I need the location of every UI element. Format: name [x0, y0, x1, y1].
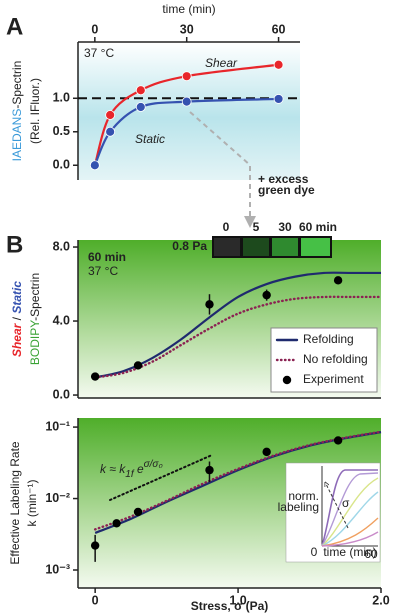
formula-part: σ/σ₀: [144, 459, 163, 470]
panel-label: B: [6, 231, 23, 258]
inset-curve: [321, 472, 379, 547]
series-label: Shear: [205, 56, 238, 70]
inset-arrow-label: σ: [342, 496, 350, 510]
annotation: 60 min: [88, 250, 126, 264]
x-tick-label: 0: [91, 22, 98, 36]
legend-label: Experiment: [303, 372, 364, 386]
y-tick-label: 10⁻¹: [45, 419, 70, 433]
x-tick-label: 1.0: [229, 593, 246, 607]
inset-y-label: labeling: [278, 500, 319, 514]
x-tick-label: 0: [92, 593, 99, 607]
inset-x-start: 0: [311, 545, 318, 559]
inset-arrow: [326, 484, 349, 529]
x-axis-title: time (min): [162, 2, 215, 16]
inset-y-label: norm.: [288, 489, 319, 503]
data-point: [105, 126, 116, 137]
data-point: [90, 372, 100, 381]
data-point: [273, 59, 284, 70]
y-axis-title: IAEDANS-Spectrin: [10, 61, 24, 162]
legend-swatch: [282, 375, 292, 385]
y-tick-label: 8.0: [53, 239, 70, 253]
y-axis-title-part: Static: [10, 281, 24, 314]
gel-lane: [301, 238, 330, 256]
y-axis-title: (Rel. IFluor.): [28, 78, 42, 144]
y-tick-label: 0.0: [53, 158, 70, 172]
gel-lane: [214, 238, 240, 256]
panel-label: A: [6, 13, 23, 40]
y-axis-title-part: BODIPY: [28, 320, 42, 365]
formula-part: k ≈ k: [100, 462, 126, 476]
formula-part: e: [134, 462, 144, 476]
y-axis-title-part: Shear: [10, 322, 24, 357]
x-tick-label: 2.0: [372, 593, 389, 607]
y-axis-title: Effective Labeling Rate: [8, 441, 22, 565]
inset-curve: [321, 531, 379, 547]
arrow-note: green dye: [258, 183, 315, 197]
gel-lane-label: 0: [223, 220, 230, 234]
inset-curve: [321, 517, 379, 547]
x-tick-label: 60: [272, 22, 286, 36]
y-axis-title: k (min⁻¹): [25, 480, 39, 527]
formula-part: 1f: [125, 469, 135, 480]
legend-label: No refolding: [303, 352, 368, 366]
inset-curve: [321, 477, 379, 547]
data-point: [262, 290, 271, 300]
gel-lane: [243, 238, 269, 256]
data-point: [333, 436, 343, 445]
y-axis-title-part: -Spectrin: [10, 61, 24, 109]
gel-lane-label: 5: [253, 220, 260, 234]
data-point: [112, 519, 121, 528]
gel-lane: [272, 238, 298, 256]
y-axis-title-part: IAEDANS: [10, 109, 24, 162]
series-line: [94, 271, 381, 379]
inset-x-end: 60: [364, 547, 378, 561]
data-point: [181, 71, 192, 82]
data-point: [333, 276, 343, 285]
inset-x-label: time (min): [323, 545, 376, 559]
inset-curve: [321, 469, 378, 547]
y-tick-label: 10⁻²: [45, 491, 70, 505]
gel-image: [212, 236, 332, 258]
data-point: [205, 465, 214, 475]
formula: k ≈ k1f eσ/σ₀: [100, 459, 163, 480]
annotation: 37 °C: [88, 264, 118, 278]
data-point: [133, 361, 143, 370]
data-point: [181, 96, 192, 107]
annotation: 37 °C: [84, 46, 114, 60]
y-axis-title: Shear / Static: [10, 281, 24, 357]
data-point: [105, 110, 116, 120]
data-point: [90, 541, 100, 550]
arrow-note: + excess: [258, 172, 309, 186]
data-point: [135, 85, 146, 96]
dashed-arrow: [189, 111, 256, 228]
data-point: [262, 447, 271, 457]
inset-curve: [321, 491, 379, 547]
y-tick-label: 1.0: [53, 91, 70, 105]
gel-label: 0.8 Pa: [172, 239, 207, 253]
y-axis-title-part: /: [10, 314, 24, 324]
trend-line: [109, 454, 213, 501]
panel-a-background: [78, 42, 300, 180]
y-tick-label: 4.0: [53, 313, 70, 327]
legend-label: Refolding: [303, 332, 354, 346]
y-axis-title: BODIPY-Spectrin: [28, 273, 42, 365]
y-tick-label: 0.0: [53, 387, 70, 401]
data-point: [205, 300, 214, 309]
y-axis-title-part: -Spectrin: [28, 273, 42, 321]
data-point: [135, 102, 146, 112]
series-label: Static: [135, 132, 165, 146]
inset: [285, 462, 381, 563]
data-point: [89, 160, 100, 171]
gel-lane-label: 60 min: [299, 220, 337, 234]
data-point: [133, 507, 143, 517]
y-tick-label: 0.5: [53, 124, 70, 138]
x-tick-label: 30: [180, 22, 194, 36]
y-tick-label: 10⁻³: [45, 562, 70, 576]
gel-lane-label: 30: [278, 220, 292, 234]
x-axis-title: Stress, σ (Pa): [191, 599, 269, 613]
data-point: [273, 94, 284, 104]
